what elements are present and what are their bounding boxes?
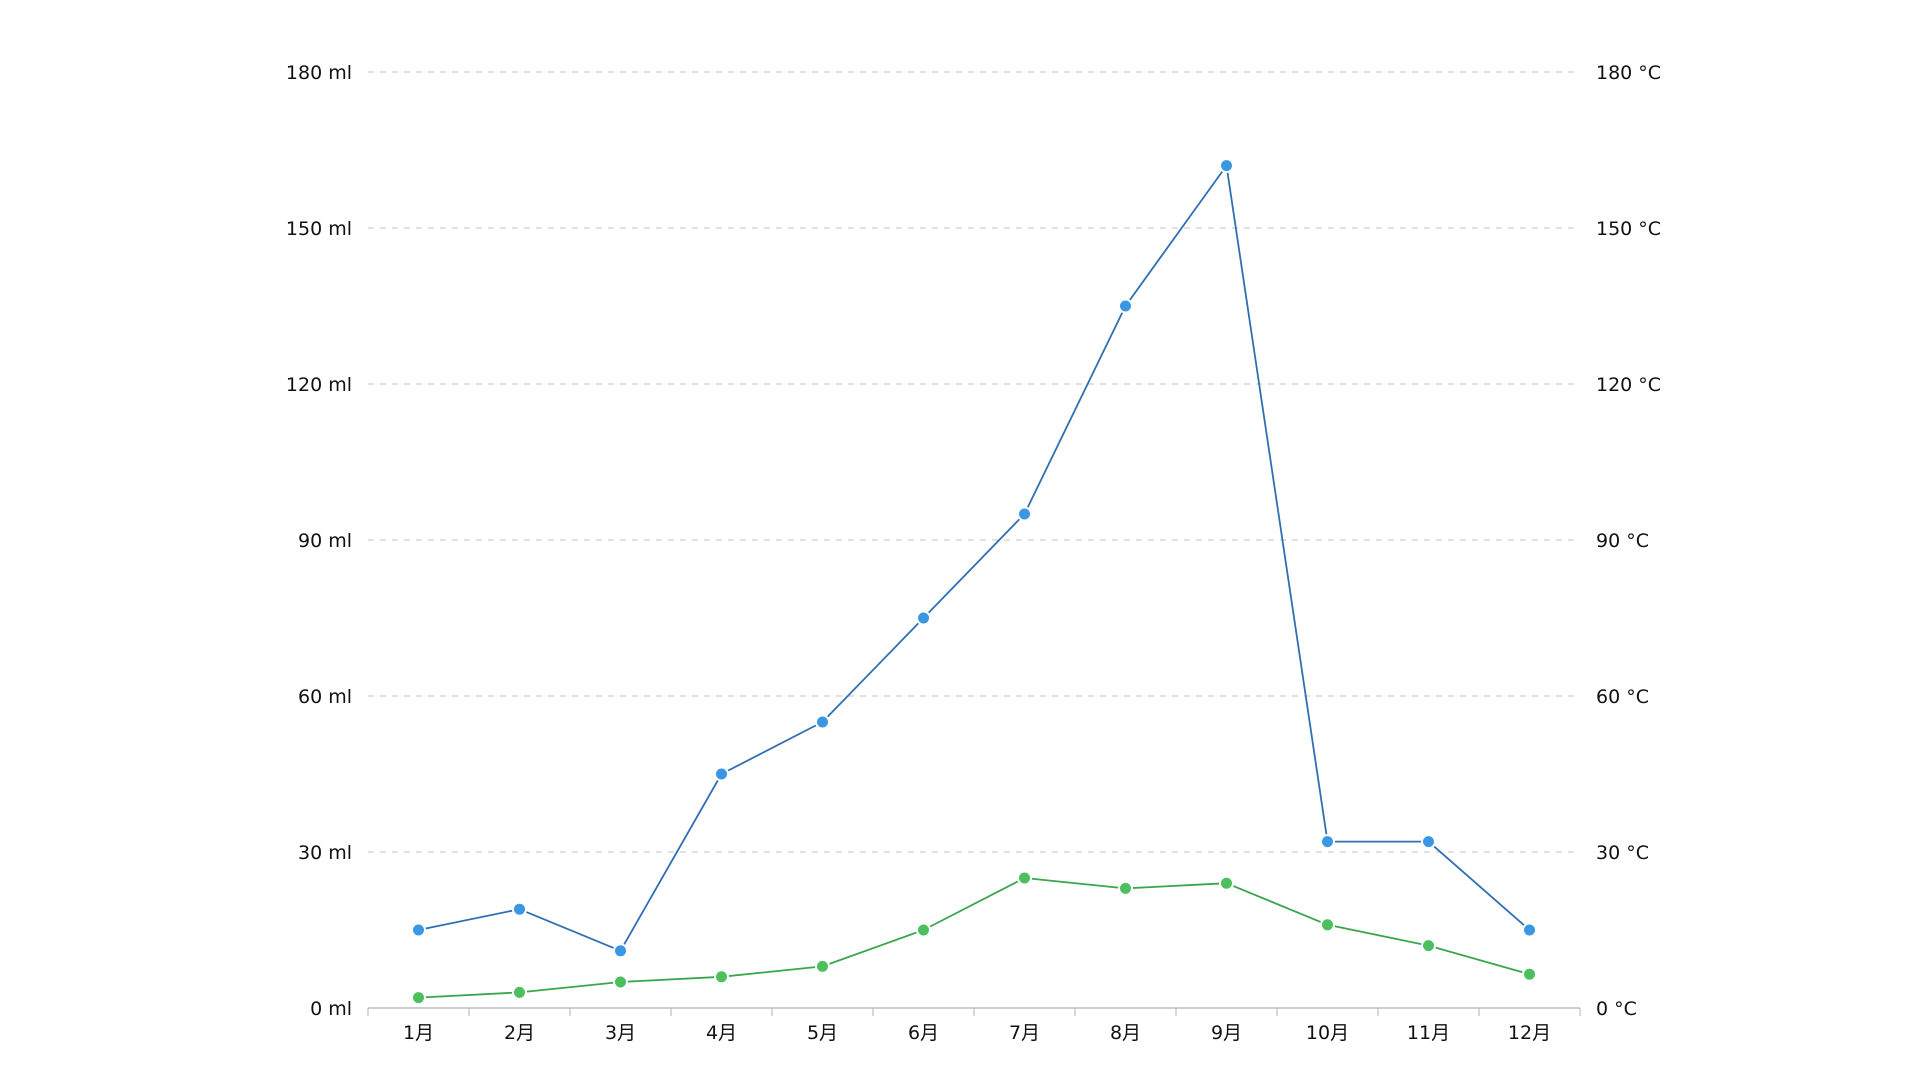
series-1-point [1118, 298, 1133, 314]
series-2-point [1017, 870, 1032, 886]
left-y-tick-label: 30 ml [298, 842, 352, 864]
x-tick-label: 12月 [1508, 1022, 1551, 1044]
x-tick-label: 9月 [1211, 1022, 1242, 1044]
x-tick-label: 11月 [1407, 1022, 1450, 1044]
right-y-tick-label: 0 °C [1596, 998, 1637, 1020]
series-layer [411, 158, 1537, 1006]
left-y-tick-label: 0 ml [310, 998, 352, 1020]
series-2-point [916, 922, 931, 938]
right-y-tick-label: 120 °C [1596, 374, 1661, 396]
series-2-point [1118, 880, 1133, 896]
x-tick-label: 1月 [403, 1022, 434, 1044]
series-1-point [1219, 158, 1234, 174]
label-layer: 0 ml 30 ml 60 ml 90 ml 120 ml 150 ml 180 ml 0 °… [286, 62, 1661, 1044]
series-2-point [1219, 875, 1234, 891]
series-1-point [1522, 922, 1537, 938]
series-1-point [1017, 506, 1032, 522]
x-tick-label: 3月 [605, 1022, 636, 1044]
axis-layer [367, 1007, 1581, 1016]
left-y-tick-label: 90 ml [298, 530, 352, 552]
series-2-point [714, 969, 729, 985]
series-2-point [411, 990, 426, 1006]
x-tick-label: 7月 [1009, 1022, 1040, 1044]
x-tick-label: 10月 [1306, 1022, 1349, 1044]
right-y-tick-label: 150 °C [1596, 218, 1661, 240]
x-tick-label: 8月 [1110, 1022, 1141, 1044]
series-line-2 [417, 877, 1531, 999]
right-y-tick-label: 180 °C [1596, 62, 1661, 84]
series-1-point [613, 943, 628, 959]
series-2-point [815, 958, 830, 974]
series-1-point [411, 922, 426, 938]
series-2-point [1522, 966, 1537, 982]
x-tick-label: 5月 [807, 1022, 838, 1044]
left-y-tick-label: 60 ml [298, 686, 352, 708]
series-2-point [512, 984, 527, 1000]
series-1-point [916, 610, 931, 626]
series-1-point [1320, 834, 1335, 850]
left-y-tick-label: 180 ml [286, 62, 352, 84]
right-y-tick-label: 90 °C [1596, 530, 1649, 552]
x-tick-label: 4月 [706, 1022, 737, 1044]
right-y-tick-label: 60 °C [1596, 686, 1649, 708]
series-line-1 [417, 164, 1531, 952]
series-2-point [1320, 917, 1335, 933]
right-y-tick-label: 30 °C [1596, 842, 1649, 864]
left-y-tick-label: 150 ml [286, 218, 352, 240]
series-2-point [613, 974, 628, 990]
series-1-point [1421, 834, 1436, 850]
left-y-tick-label: 120 ml [286, 374, 352, 396]
series-1-point [512, 901, 527, 917]
grid-layer [368, 71, 1580, 853]
series-1-point [815, 714, 830, 730]
x-tick-label: 6月 [908, 1022, 939, 1044]
x-tick-label: 2月 [504, 1022, 535, 1044]
series-2-point [1421, 938, 1436, 954]
series-1-point [714, 766, 729, 782]
